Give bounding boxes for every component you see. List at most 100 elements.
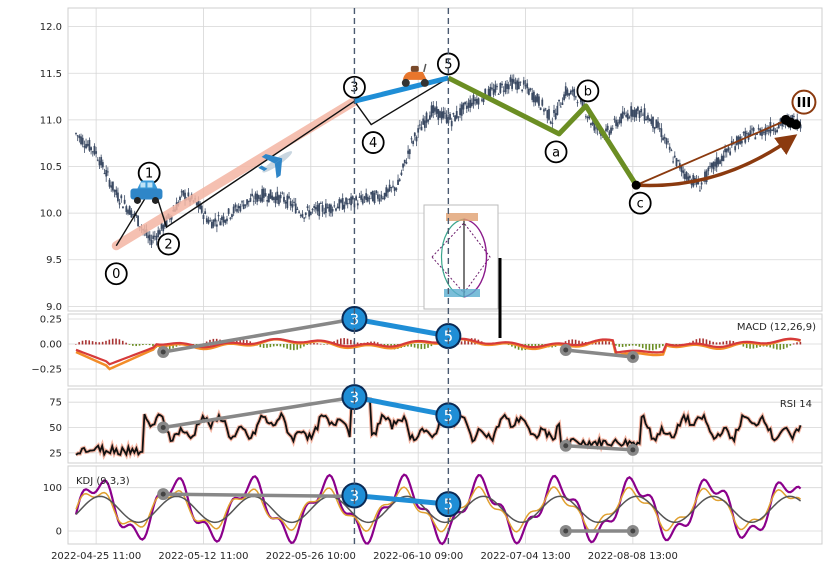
wave-channel xyxy=(111,96,359,251)
candle xyxy=(358,196,361,198)
candle xyxy=(383,192,386,200)
candle xyxy=(625,114,628,117)
candle xyxy=(481,99,483,101)
candle xyxy=(571,89,574,92)
candle xyxy=(101,162,104,168)
macd-hist-bar xyxy=(326,343,329,345)
candle xyxy=(417,128,420,133)
macd-hist-bar xyxy=(598,339,600,345)
candle xyxy=(487,88,490,98)
candle xyxy=(429,115,431,120)
candle xyxy=(113,189,116,192)
candle xyxy=(640,109,643,113)
candle xyxy=(80,136,82,145)
candle xyxy=(319,202,322,204)
divergence-3-5-line xyxy=(354,492,449,507)
candle xyxy=(449,114,451,120)
macd-hist-bar xyxy=(715,342,718,345)
y-tick-label: 0.00 xyxy=(40,340,62,351)
candle xyxy=(325,203,327,214)
candle xyxy=(76,135,79,137)
candle xyxy=(435,106,438,114)
candle xyxy=(237,205,240,209)
candle xyxy=(214,218,217,222)
candle xyxy=(232,206,235,214)
candle xyxy=(197,200,200,208)
candle xyxy=(507,84,510,90)
macd-hist-bar xyxy=(467,338,470,345)
macd-hist-bar xyxy=(407,344,409,347)
rsi-label: RSI 14 xyxy=(780,399,812,410)
candle xyxy=(509,77,512,82)
macd-hist-bar xyxy=(621,344,624,348)
candle xyxy=(229,217,232,219)
macd-hist-bar xyxy=(423,344,426,349)
candle xyxy=(117,192,119,202)
macd-hist-bar xyxy=(772,344,775,349)
divergence-label: 3 xyxy=(350,487,360,505)
macd-hist-bar xyxy=(118,339,121,345)
macd-hist-bar xyxy=(125,342,127,345)
candle xyxy=(153,235,156,237)
macd-hist-bar xyxy=(319,343,322,345)
candle xyxy=(75,133,77,135)
candle xyxy=(710,163,713,168)
candle xyxy=(210,222,213,229)
candle xyxy=(729,151,732,155)
candle xyxy=(616,122,619,127)
candle xyxy=(445,114,448,123)
macd-hist-bar xyxy=(651,344,654,351)
y-tick-label: 9.0 xyxy=(46,302,62,313)
candle xyxy=(792,115,795,117)
candle xyxy=(551,122,554,124)
candle xyxy=(590,123,592,126)
candle xyxy=(541,99,544,106)
candle xyxy=(492,89,495,95)
candle xyxy=(648,119,651,122)
candle xyxy=(410,138,413,140)
candle xyxy=(400,172,403,175)
candle xyxy=(336,206,339,209)
candle xyxy=(556,105,559,115)
candle xyxy=(368,198,371,200)
macd-hist-bar xyxy=(430,344,433,347)
candle xyxy=(370,191,373,195)
candle xyxy=(581,97,584,111)
candle xyxy=(150,240,153,245)
candle xyxy=(318,203,321,217)
candle xyxy=(405,162,408,164)
macd-hist-bar xyxy=(91,341,94,345)
macd-hist-bar xyxy=(779,344,782,350)
candle xyxy=(432,105,435,114)
candle xyxy=(420,126,423,131)
candle xyxy=(672,161,675,163)
candle xyxy=(746,132,748,134)
macd-hist-bar xyxy=(413,344,416,348)
candle xyxy=(444,112,446,114)
candle xyxy=(356,203,359,206)
candle xyxy=(675,158,678,166)
candle xyxy=(125,206,128,212)
candle xyxy=(256,193,259,202)
candle xyxy=(350,196,352,206)
macd-hist-bar xyxy=(316,343,319,345)
candle xyxy=(335,208,337,211)
candle xyxy=(403,159,406,163)
y-tick-label: 11.0 xyxy=(40,115,62,126)
candle xyxy=(477,98,480,105)
macd-hist-bar xyxy=(574,339,577,345)
inset-figure xyxy=(423,204,499,310)
candle xyxy=(299,215,302,217)
candle xyxy=(273,197,275,201)
candle xyxy=(242,204,245,209)
airplane-icon xyxy=(258,151,293,179)
candle xyxy=(224,219,227,223)
macd-hist-bar xyxy=(749,344,751,349)
candle xyxy=(610,127,612,134)
target-label: III xyxy=(797,96,812,111)
wave-label-2: 2 xyxy=(164,238,172,253)
candle xyxy=(95,151,98,154)
wave-label-circle xyxy=(628,191,652,215)
target-circle xyxy=(791,89,817,115)
candle xyxy=(328,204,331,212)
